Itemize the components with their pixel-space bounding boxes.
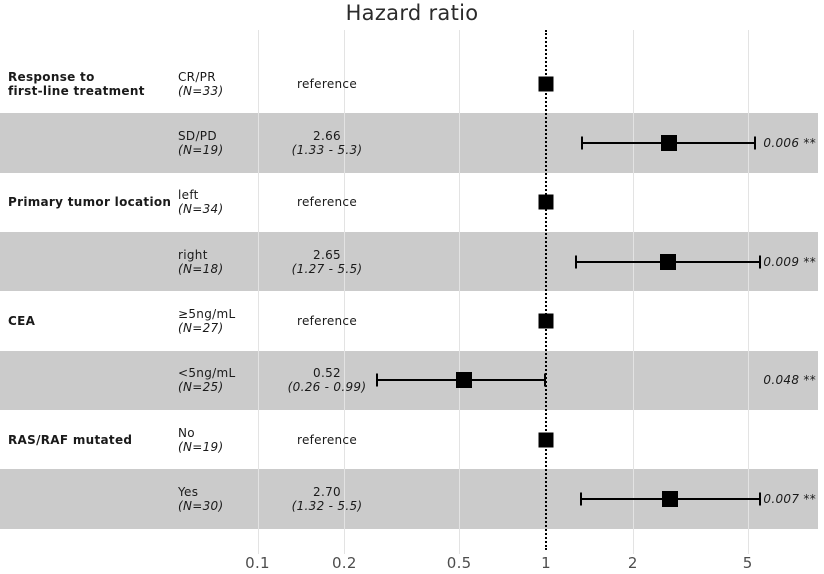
reference-marker xyxy=(538,432,554,448)
p-value-text: 0.009 ** xyxy=(763,254,816,269)
ci-whisker-cap xyxy=(758,492,761,506)
p-value-text: 0.048 ** xyxy=(763,373,816,388)
level-label: right (N=18) xyxy=(178,232,223,291)
level-name: SD/PD xyxy=(178,128,217,143)
x-axis-tick-label: 1 xyxy=(541,554,551,572)
estimate-marker xyxy=(660,253,677,270)
estimate-value: 2.66 xyxy=(313,128,341,143)
estimate-label: reference xyxy=(297,291,357,350)
level-name: Yes xyxy=(178,484,199,499)
estimate-value: reference xyxy=(297,313,357,328)
level-n-count: (N=19) xyxy=(178,439,224,454)
variable-label-line: RAS/RAF mutated xyxy=(8,432,133,447)
level-name: CR/PR xyxy=(178,69,216,84)
estimate-value: 2.65 xyxy=(313,247,341,262)
p-value: 0.048 ** xyxy=(763,351,816,410)
gridline xyxy=(459,30,461,554)
level-n-count: (N=33) xyxy=(178,83,224,98)
estimate-marker xyxy=(456,372,473,389)
estimate-ci: (1.27 - 5.5) xyxy=(291,261,363,276)
reference-marker xyxy=(538,76,554,92)
level-n-count: (N=27) xyxy=(178,320,224,335)
p-value-text: 0.006 ** xyxy=(763,135,816,150)
level-n-count: (N=30) xyxy=(178,498,224,513)
estimate-label: 2.66 (1.33 - 5.3) xyxy=(292,113,363,172)
estimate-value: 2.70 xyxy=(313,484,341,499)
x-axis-tick-label: 0.1 xyxy=(245,554,270,572)
variable-label: CEA xyxy=(8,291,35,350)
p-value: 0.006 ** xyxy=(763,113,816,172)
variable-label: RAS/RAF mutated xyxy=(8,410,132,469)
variable-label: Response to first-line treatment xyxy=(8,54,145,113)
estimate-ci: (1.33 - 5.3) xyxy=(291,142,363,157)
reference-marker xyxy=(538,313,554,329)
variable-label: Primary tumor location xyxy=(8,173,171,232)
level-name: <5ng/mL xyxy=(178,366,236,381)
gridline xyxy=(344,30,346,554)
level-name: ≥5ng/mL xyxy=(178,306,236,321)
gridline xyxy=(747,30,749,554)
estimate-value: reference xyxy=(297,195,357,210)
ci-whisker-cap xyxy=(543,373,546,387)
estimate-value: 0.52 xyxy=(313,366,341,381)
estimate-ci: (1.32 - 5.5) xyxy=(291,498,363,513)
estimate-label: reference xyxy=(297,173,357,232)
level-name: No xyxy=(178,425,195,440)
ci-whisker-cap xyxy=(376,373,379,387)
x-axis-tick-label: 5 xyxy=(742,554,753,572)
level-label: CR/PR (N=33) xyxy=(178,54,223,113)
variable-label-line: Response to xyxy=(8,69,95,84)
level-label: ≥5ng/mL (N=27) xyxy=(178,291,235,350)
reference-line xyxy=(545,30,547,550)
estimate-marker xyxy=(662,490,679,507)
ci-whisker-cap xyxy=(579,492,582,506)
level-label: left (N=34) xyxy=(178,173,223,232)
level-name: left xyxy=(178,188,199,203)
variable-label-line: first-line treatment xyxy=(8,83,145,98)
ci-whisker-cap xyxy=(574,255,577,269)
level-n-count: (N=18) xyxy=(178,261,224,276)
ci-whisker-cap xyxy=(753,136,756,150)
level-label: <5ng/mL (N=25) xyxy=(178,351,235,410)
x-axis-tick-label: 0.5 xyxy=(446,554,472,572)
variable-label-line: Primary tumor location xyxy=(8,195,172,210)
level-name: right xyxy=(178,247,208,262)
chart-title: Hazard ratio xyxy=(345,1,479,25)
ci-whisker-cap xyxy=(758,255,761,269)
estimate-label: reference xyxy=(297,54,357,113)
estimate-label: 2.65 (1.27 - 5.5) xyxy=(292,232,363,291)
p-value-text: 0.007 ** xyxy=(763,491,816,506)
estimate-label: 2.70 (1.32 - 5.5) xyxy=(292,469,363,528)
estimate-ci: (0.26 - 0.99) xyxy=(287,380,367,395)
variable-label-line: CEA xyxy=(8,313,36,328)
p-value: 0.007 ** xyxy=(763,469,816,528)
level-n-count: (N=25) xyxy=(178,380,224,395)
level-label: No (N=19) xyxy=(178,410,223,469)
level-label: Yes (N=30) xyxy=(178,469,223,528)
estimate-label: 0.52 (0.26 - 0.99) xyxy=(288,351,367,410)
gridline xyxy=(632,30,634,554)
p-value: 0.009 ** xyxy=(763,232,816,291)
x-axis-tick-label: 2 xyxy=(627,554,638,572)
ci-whisker-cap xyxy=(580,136,583,150)
estimate-value: reference xyxy=(297,432,357,447)
estimate-value: reference xyxy=(297,76,357,91)
estimate-label: reference xyxy=(297,410,357,469)
reference-marker xyxy=(538,194,554,210)
gridline xyxy=(257,30,259,554)
level-label: SD/PD (N=19) xyxy=(178,113,223,172)
level-n-count: (N=19) xyxy=(178,142,224,157)
level-n-count: (N=34) xyxy=(178,202,224,217)
x-axis-tick-label: 0.2 xyxy=(331,554,357,572)
estimate-marker xyxy=(660,134,677,151)
